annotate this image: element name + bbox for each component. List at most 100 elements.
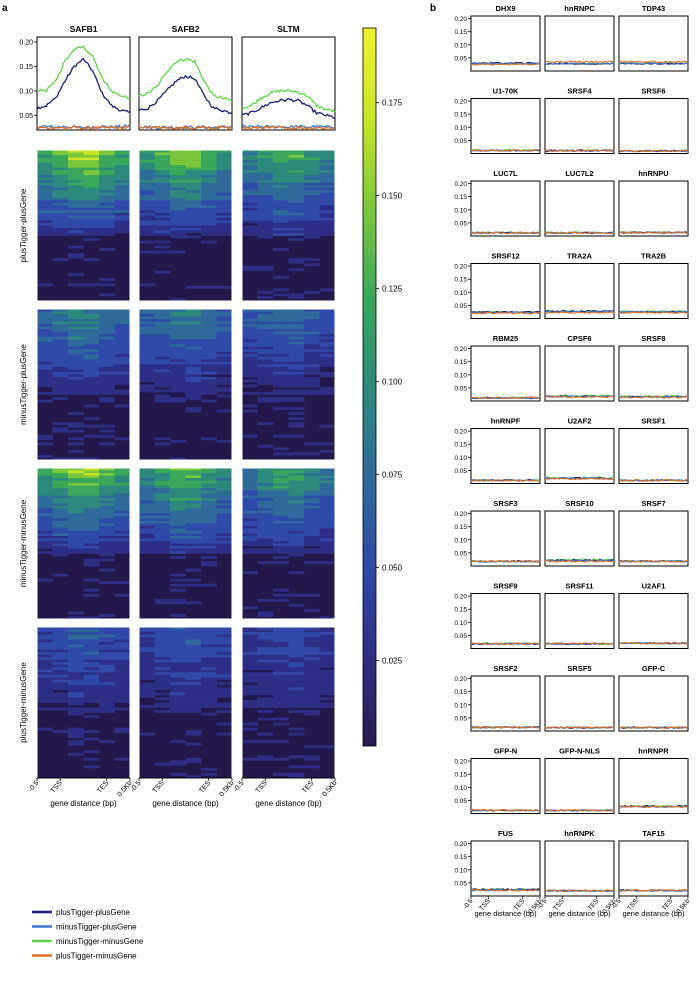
- heatmap-cell: [37, 180, 53, 184]
- heatmap-cell: [185, 212, 202, 216]
- heatmap-cell: [257, 314, 274, 317]
- heatmap-cell: [99, 212, 115, 216]
- heatmap-cell: [319, 424, 336, 428]
- heatmap-cell: [99, 356, 115, 360]
- heatmap-cell: [185, 172, 202, 176]
- heatmap-cell: [304, 356, 320, 360]
- heatmap-cell: [83, 258, 100, 262]
- heatmap-cell: [83, 222, 100, 226]
- heatmap-cell: [139, 520, 155, 524]
- heatmap-cell: [99, 682, 115, 686]
- heatmap-cell: [83, 220, 100, 224]
- heatmap-cell: [304, 381, 320, 385]
- heatmap-cell: [83, 233, 100, 236]
- heatmap-cell: [139, 473, 155, 476]
- heatmap-cell: [37, 637, 53, 640]
- heatmap-cell: [37, 498, 53, 502]
- heatmap-cell: [83, 157, 100, 161]
- heatmap-cell: [319, 217, 336, 221]
- heatmap-cell: [319, 475, 336, 479]
- heatmap-cell: [114, 493, 131, 496]
- heatmap-cell: [170, 613, 186, 617]
- y-tick-label: 0.10: [454, 125, 467, 132]
- heatmap-cell: [288, 503, 305, 507]
- heatmap-cell: [170, 329, 186, 332]
- heatmap-cell: [170, 399, 186, 403]
- heatmap-cell: [37, 546, 53, 549]
- heatmap-cell: [83, 170, 100, 173]
- heatmap-cell: [216, 185, 233, 189]
- heatmap-cell: [114, 535, 131, 539]
- heatmap-cell: [304, 652, 320, 655]
- heatmap-cell: [257, 175, 274, 178]
- heatmap-cell: [185, 351, 202, 355]
- heatmap-cell: [288, 192, 305, 196]
- heatmap-cell: [114, 540, 131, 544]
- heatmap-cell: [68, 437, 84, 441]
- heatmap-cell: [170, 349, 186, 353]
- heatmap-cell: [216, 205, 233, 209]
- heatmap-cell: [257, 500, 274, 504]
- heatmap-cell: [257, 525, 274, 529]
- heatmap-cell: [201, 480, 217, 484]
- heatmap-cell: [304, 520, 320, 524]
- heatmap-cell: [83, 387, 100, 390]
- heatmap-cell: [257, 627, 274, 630]
- heatmap-cell: [201, 331, 217, 335]
- heatmap-cell: [242, 392, 258, 395]
- heatmap-cell: [139, 162, 155, 166]
- heatmap-cell: [257, 324, 274, 327]
- heatmap-cell: [114, 475, 131, 479]
- heatmap-cell: [83, 730, 100, 733]
- heatmap-cell: [83, 185, 100, 189]
- heatmap-cell: [319, 523, 336, 527]
- heatmap-cell: [68, 735, 84, 739]
- heatmap-cell: [304, 389, 320, 393]
- heatmap-cell: [170, 180, 186, 184]
- heatmap-cell: [201, 652, 217, 655]
- heatmap-cell: [139, 677, 155, 681]
- heatmap-cell: [68, 699, 84, 703]
- heatmap-cell: [216, 329, 233, 332]
- small-panel-title: U2AF2: [568, 417, 592, 426]
- heatmap-cell: [83, 190, 100, 194]
- heatmap-cell: [273, 538, 289, 542]
- heatmap-cell: [319, 449, 336, 453]
- heatmap-cell: [216, 669, 233, 673]
- heatmap-cell: [68, 321, 84, 325]
- heatmap-cell: [139, 346, 155, 350]
- heatmap-cell: [319, 326, 336, 330]
- heatmap-cell: [242, 533, 258, 537]
- heatmap-cell: [319, 540, 336, 544]
- heatmap-cell: [68, 672, 84, 676]
- heatmap-cell: [304, 190, 320, 194]
- heatmap-cell: [52, 195, 69, 199]
- heatmap-cell: [288, 692, 305, 696]
- heatmap-cell: [37, 162, 53, 166]
- heatmap-cell: [216, 508, 233, 512]
- heatmap-cell: [83, 205, 100, 209]
- heatmap-cell: [170, 674, 186, 678]
- heatmap-cell: [304, 525, 320, 529]
- x-tick-label: TSS: [255, 780, 269, 795]
- heatmap-cell: [201, 543, 217, 547]
- heatmap-cell: [170, 634, 186, 638]
- small-line-plusTigger-minusGene: [618, 559, 689, 563]
- heatmap-cell: [37, 187, 53, 191]
- heatmap-cell: [257, 371, 274, 375]
- heatmap-cell: [185, 515, 202, 519]
- heatmap-cell: [83, 684, 100, 688]
- heatmap-cell: [201, 240, 217, 244]
- heatmap-cell: [83, 379, 100, 383]
- heatmap-cell: [257, 369, 274, 373]
- heatmap-cell: [201, 679, 217, 683]
- heatmap-cell: [83, 457, 100, 461]
- heatmap-cell: [114, 157, 131, 161]
- heatmap-frame: [36, 308, 131, 461]
- heatmap-cell: [201, 210, 217, 214]
- heatmap-cell: [154, 598, 171, 602]
- heatmap-cell: [99, 314, 115, 317]
- legend-label: minusTigger-minusGene: [56, 937, 144, 946]
- heatmap-cell: [114, 180, 131, 184]
- heatmap-cell: [83, 543, 100, 547]
